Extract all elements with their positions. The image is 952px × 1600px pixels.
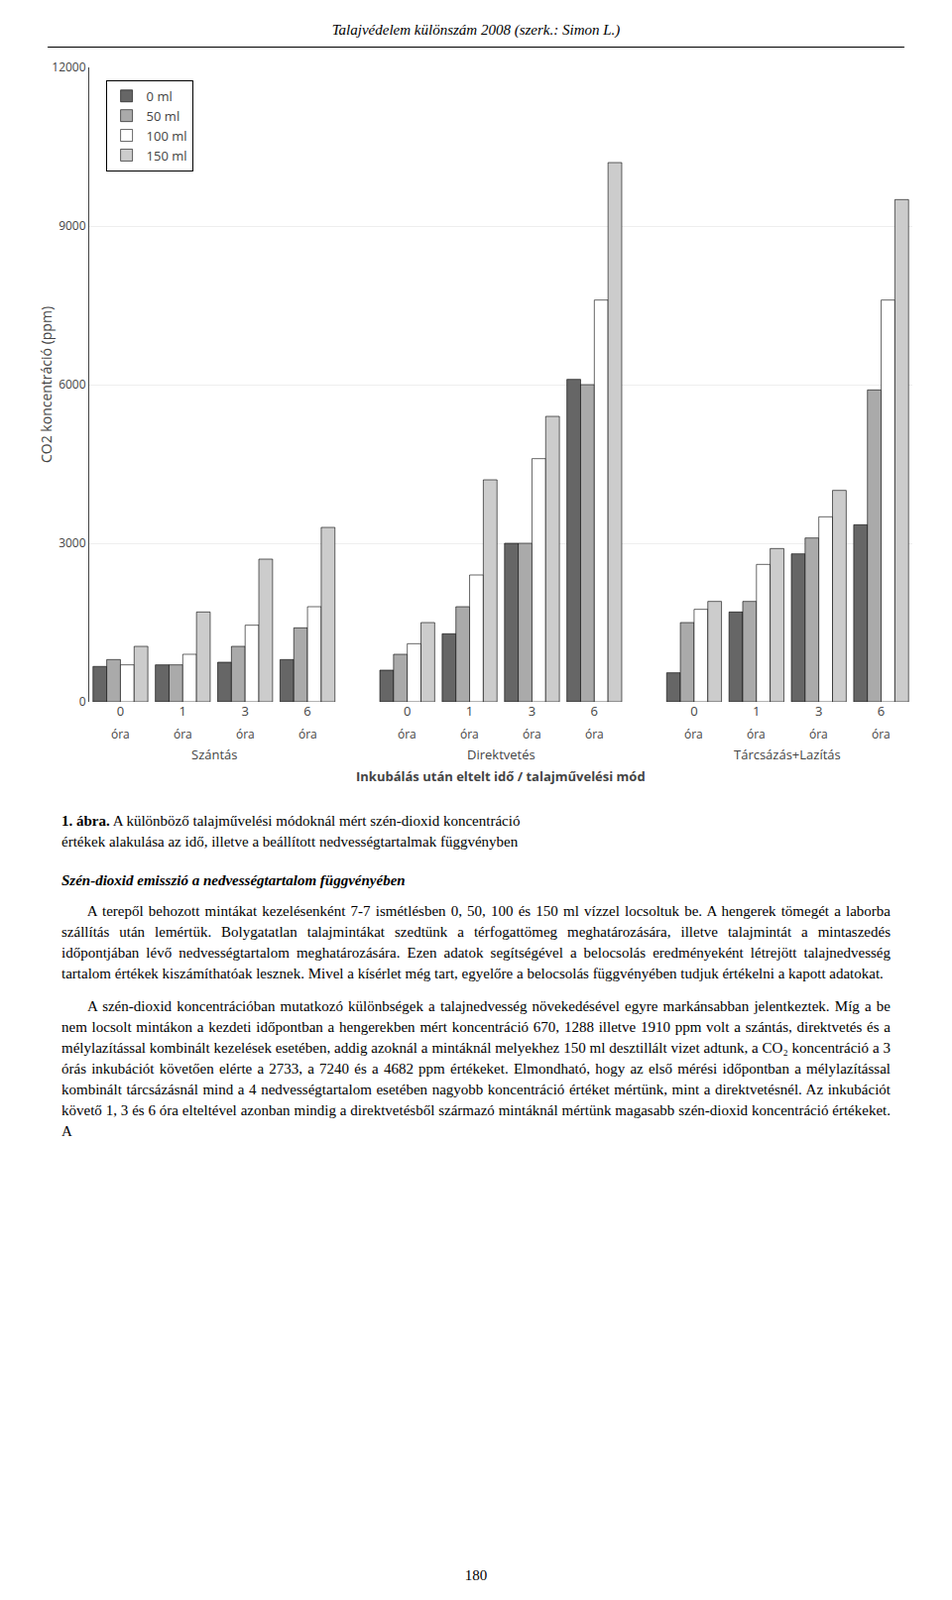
html-text:A szén-dioxid koncentrációban: A szén-dioxid koncentrációban mutatkozó … (61, 998, 895, 1140)
svg-text:óra: óra (298, 725, 318, 743)
svg-text:Inkubálás után eltelt idő / ta: Inkubálás után eltelt idő / talajművelés… (356, 767, 646, 786)
html-text:180: 180 (464, 1567, 488, 1584)
svg-text:óra: óra (111, 725, 130, 743)
svg-text:0: 0 (79, 693, 87, 711)
svg-text:0: 0 (403, 702, 411, 720)
svg-text:6: 6 (303, 702, 311, 720)
html-text:A terepől behozott mintákat ke: A terepől behozott mintákat kezelésenkén… (61, 903, 895, 982)
html-text:1. ábra. A különböző talajműve: 1. ábra. A különböző talajművelési módok… (61, 813, 521, 830)
svg-text:0: 0 (117, 702, 124, 720)
svg-text:1: 1 (752, 702, 760, 720)
svg-text:12000: 12000 (51, 58, 86, 76)
html-text:értékek alakulása az idő, ille: értékek alakulása az idő, illetve a beál… (61, 833, 518, 850)
svg-text:3000: 3000 (58, 534, 87, 552)
svg-text:3: 3 (240, 702, 248, 720)
svg-text:6000: 6000 (58, 375, 87, 393)
svg-text:óra: óra (236, 725, 255, 743)
html-text:Talajvédelem különszám 2008 (s: Talajvédelem különszám 2008 (szerk.: Sim… (331, 21, 621, 38)
svg-text:Tárcsázás+Lazítás: Tárcsázás+Lazítás (733, 745, 841, 764)
svg-text:9000: 9000 (58, 217, 87, 235)
svg-text:óra: óra (397, 725, 417, 743)
svg-text:óra: óra (460, 725, 479, 743)
svg-text:100 ml: 100 ml (146, 126, 188, 145)
html-text:Szén-dioxid emisszió a nedvess: Szén-dioxid emisszió a nedvességtartalom… (61, 872, 406, 889)
svg-text:Direktvetés: Direktvetés (467, 745, 536, 764)
svg-text:1: 1 (466, 702, 474, 720)
svg-text:óra: óra (746, 725, 766, 743)
svg-text:150 ml: 150 ml (146, 146, 188, 165)
svg-text:óra: óra (522, 725, 542, 743)
svg-text:50 ml: 50 ml (146, 107, 181, 125)
svg-text:6: 6 (591, 702, 598, 720)
svg-text:3: 3 (528, 702, 536, 720)
svg-text:0 ml: 0 ml (146, 87, 173, 106)
svg-text:6: 6 (877, 702, 885, 720)
svg-text:1: 1 (179, 702, 187, 720)
svg-text:óra: óra (173, 725, 193, 743)
svg-text:óra: óra (809, 725, 829, 743)
svg-text:3: 3 (815, 702, 823, 720)
svg-text:CO2 koncentráció (ppm): CO2 koncentráció (ppm) (36, 306, 56, 464)
svg-text:0: 0 (690, 702, 698, 720)
svg-text:óra: óra (871, 725, 891, 743)
svg-text:Szántás: Szántás (191, 745, 238, 764)
svg-text:óra: óra (684, 725, 704, 743)
svg-text:óra: óra (585, 725, 604, 743)
